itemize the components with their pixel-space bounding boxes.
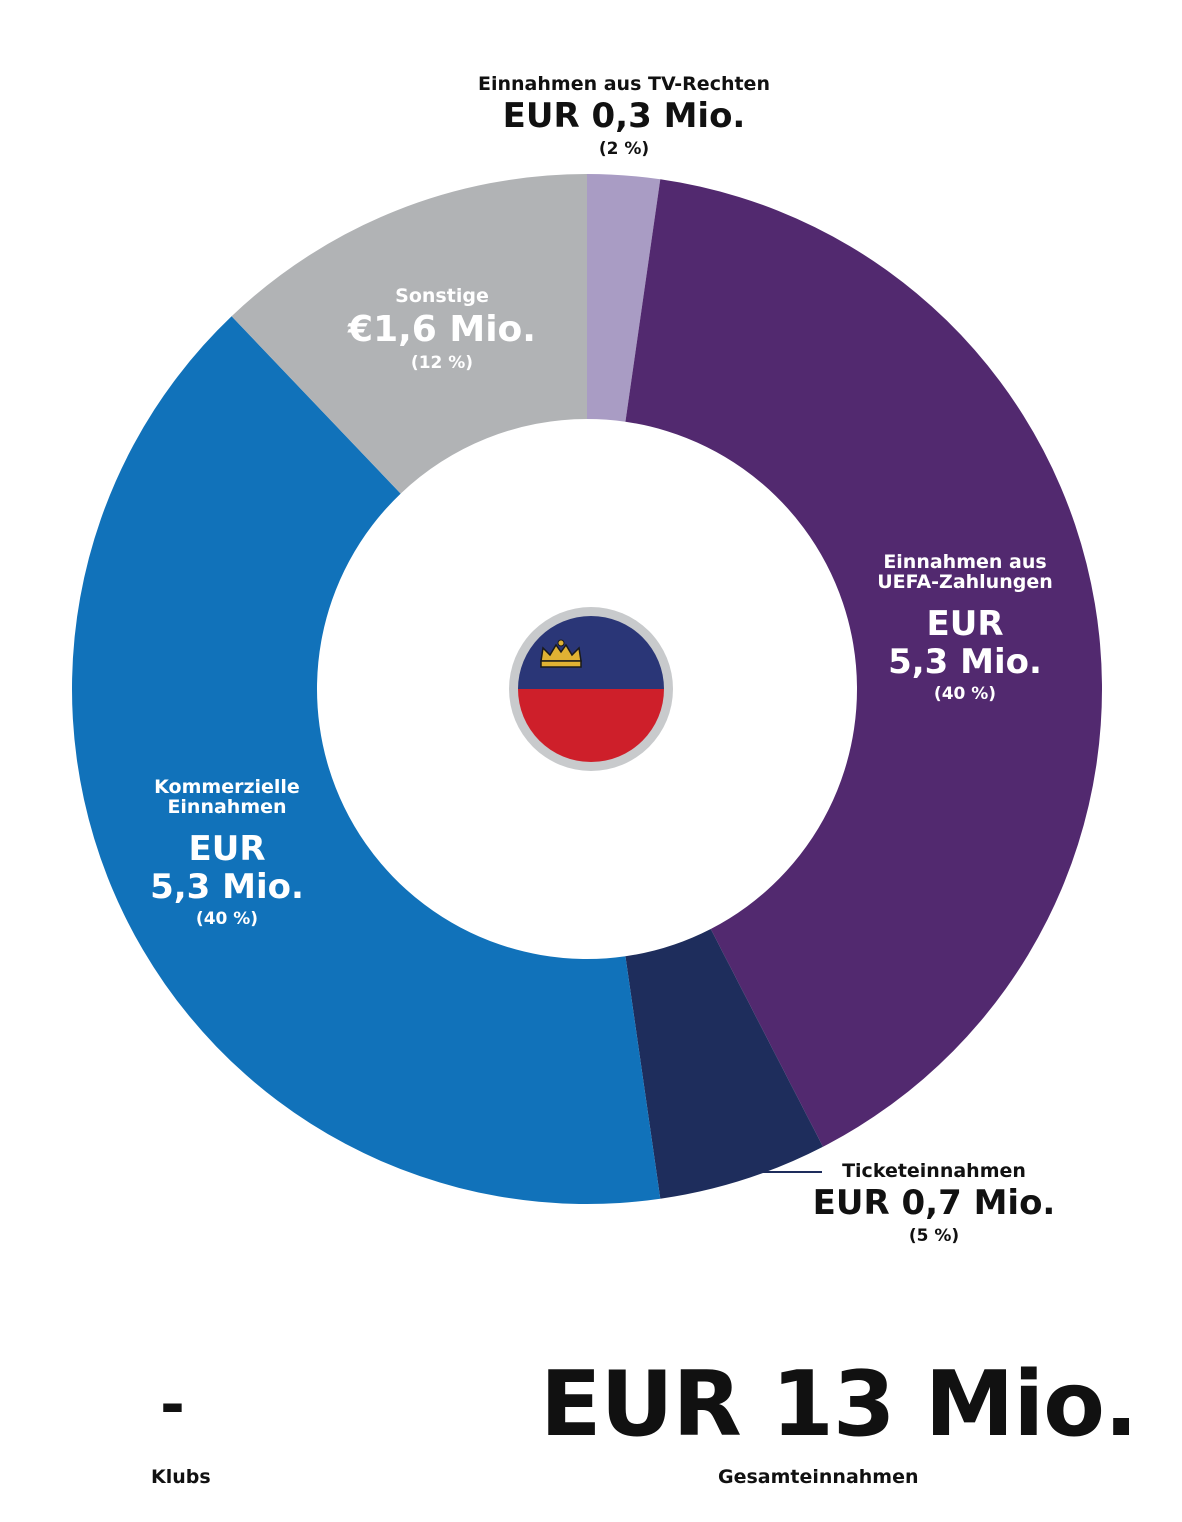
slice-commercial [71,316,661,1204]
commercial-value-line1: EUR [188,828,266,869]
other-percent: (12 %) [410,352,474,373]
commercial-value-line2: 5,3 Mio. [150,866,304,907]
label-commercial: Kommerzielle Einnahmen EUR 5,3 Mio. (40 … [97,776,357,930]
tv-rights-value: EUR 0,3 Mio. [502,95,746,136]
crown-icon [540,639,582,668]
tv-rights-category: Einnahmen aus TV-Rechten [478,73,770,95]
ticket-percent: (5 %) [908,1225,960,1246]
slice-ticket [625,928,823,1199]
commercial-category-line1: Kommerzielle [154,776,300,798]
ticket-value: EUR 0,7 Mio. [812,1182,1056,1223]
clubs-value: - [160,1370,185,1440]
uefa-percent: (40 %) [933,684,997,705]
tv-rights-percent: (2 %) [598,138,650,159]
slice-tv-rights [587,174,661,422]
ticket-category: Ticketeinnahmen [842,1160,1026,1182]
uefa-value-line1: EUR [926,603,1004,644]
liechtenstein-flag [509,607,673,771]
uefa-value-line2: 5,3 Mio. [888,641,1042,682]
other-value: €1,6 Mio. [348,308,536,350]
donut-slices [71,174,1103,1204]
slice-uefa [625,179,1103,1147]
label-ticket: Ticketeinnahmen EUR 0,7 Mio. (5 %) [784,1160,1084,1246]
commercial-percent: (40 %) [195,909,259,930]
commercial-category-line2: Einnahmen [167,795,287,818]
uefa-category-line2: UEFA-Zahlungen [877,570,1053,593]
total-revenue-value: EUR 13 Mio. [540,1352,1138,1457]
label-uefa: Einnahmen aus UEFA-Zahlungen EUR 5,3 Mio… [835,551,1095,705]
uefa-category-line1: Einnahmen aus [883,551,1047,573]
label-other: Sonstige €1,6 Mio. (12 %) [292,285,592,373]
label-tv-rights: Einnahmen aus TV-Rechten EUR 0,3 Mio. (2… [424,73,824,159]
slice-other [231,174,587,494]
total-revenue-label: Gesamteinnahmen [718,1466,919,1488]
clubs-label: Klubs [151,1466,211,1488]
other-category: Sonstige [395,285,489,307]
